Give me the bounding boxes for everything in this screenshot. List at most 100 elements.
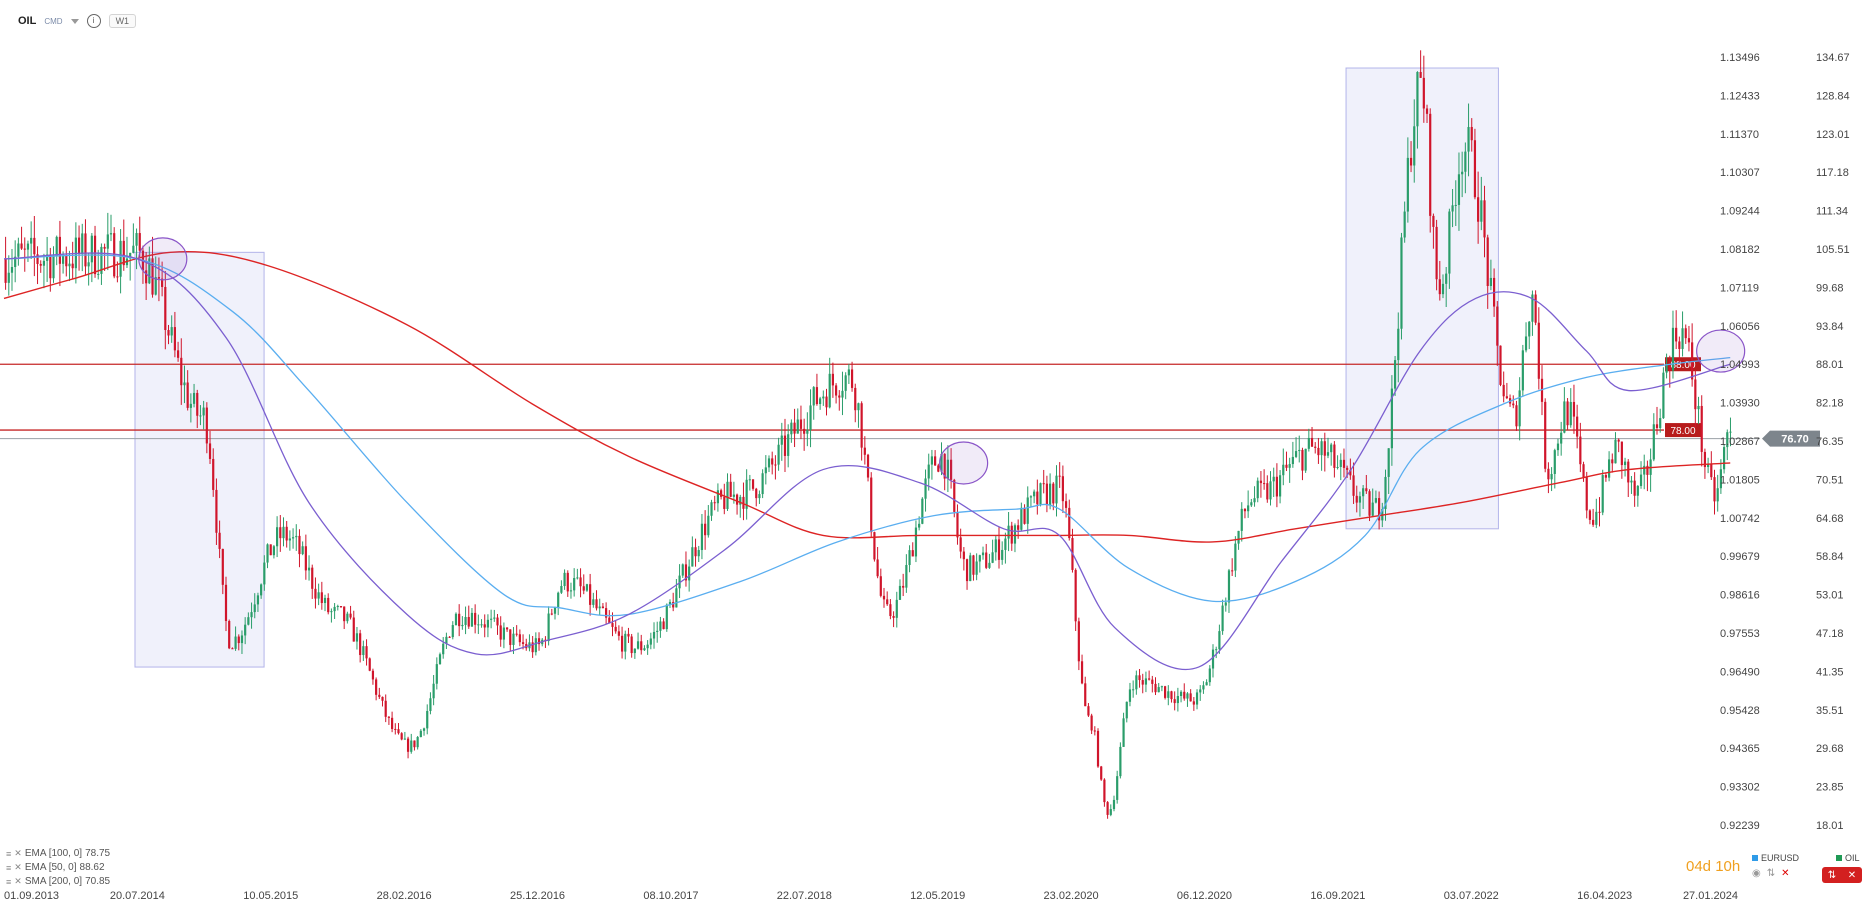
candle-body	[1116, 776, 1119, 800]
symbol-label[interactable]: OIL	[18, 15, 37, 27]
candle-body	[521, 642, 525, 644]
eye-icon[interactable]: ◉	[1752, 868, 1761, 879]
candle-body	[1160, 686, 1164, 688]
candle-body	[1298, 449, 1301, 452]
left-axis-tick: 1.01805	[1720, 474, 1760, 486]
candle-body	[71, 263, 74, 269]
candle-body	[1045, 483, 1049, 506]
candle-body	[231, 648, 234, 650]
candle-body	[1042, 483, 1045, 485]
close-icon[interactable]: ✕	[14, 862, 22, 872]
candle-body	[228, 620, 231, 649]
candle-body	[1419, 71, 1422, 78]
candle-body	[1339, 459, 1342, 467]
candle-body	[592, 599, 595, 605]
candle-body	[1390, 388, 1393, 449]
candle-body	[1352, 475, 1355, 496]
candle-body	[1489, 277, 1493, 286]
candle-body	[445, 636, 448, 644]
candle-body	[672, 601, 675, 608]
candle-body	[857, 403, 860, 411]
candle-body	[649, 638, 652, 645]
candle-body	[1058, 475, 1061, 477]
candle-body	[1425, 108, 1429, 114]
candle-body	[751, 479, 755, 489]
candle-body	[483, 624, 486, 628]
highlight-circle	[138, 237, 188, 281]
settings-icon[interactable]: ≡	[6, 848, 12, 859]
level-tag	[1665, 423, 1701, 438]
candle-body	[1090, 715, 1093, 731]
instrument-type-label: CMD	[44, 16, 63, 26]
candle-body	[426, 710, 429, 729]
candle-body	[886, 599, 889, 605]
candle-body	[1393, 360, 1397, 389]
candle-body	[1528, 321, 1531, 337]
candle-body	[991, 552, 994, 563]
candle-body	[1620, 441, 1623, 466]
candle-body	[937, 465, 940, 472]
candle-body	[1639, 474, 1643, 486]
right-axis-tick: 70.51	[1816, 474, 1844, 486]
candle-body	[301, 546, 304, 555]
candle-body	[1566, 401, 1569, 426]
candle-body	[1320, 441, 1323, 456]
timeframe-selector[interactable]: W1	[108, 14, 137, 28]
candle-body	[1438, 279, 1441, 295]
chevron-down-icon[interactable]	[70, 18, 79, 24]
candle-body	[352, 617, 355, 642]
indicator-ema100[interactable]: ≡ ✕ EMA [100, 0] 78.75	[6, 848, 110, 859]
candle-body	[1387, 448, 1390, 477]
candle-body	[46, 254, 49, 261]
candle-body	[1167, 691, 1170, 698]
candle-body	[10, 267, 14, 273]
candle-body	[65, 255, 68, 267]
candle-body	[633, 648, 636, 654]
settings-icon[interactable]: ≡	[6, 862, 12, 873]
close-icon[interactable]: ✕	[14, 876, 22, 886]
settings-icon[interactable]: ≡	[6, 876, 12, 887]
remove-series-button[interactable]: ⇅ ✕	[1822, 867, 1862, 883]
candle-body	[1301, 449, 1304, 471]
indicator-ema50[interactable]: ≡ ✕ EMA [50, 0] 88.62	[6, 862, 105, 873]
candle-body	[410, 740, 413, 752]
candle-body	[400, 733, 403, 740]
candle-body	[36, 254, 39, 264]
candle-body	[1694, 379, 1697, 410]
candle-body	[1691, 342, 1694, 380]
candle-body	[761, 473, 764, 495]
candle-body	[1643, 465, 1646, 475]
candle-body	[930, 456, 934, 465]
candle-body	[260, 584, 263, 596]
candle-body	[831, 373, 834, 386]
candle-body	[1668, 364, 1671, 371]
reorder-icon[interactable]: ⇅	[1766, 868, 1776, 879]
candle-body	[1601, 475, 1604, 513]
candle-body	[764, 467, 767, 474]
candle-body	[1486, 237, 1489, 286]
close-icon[interactable]: ✕	[14, 848, 22, 858]
candle-body	[723, 496, 726, 509]
info-icon[interactable]: i	[86, 14, 101, 28]
legend-eurusd[interactable]: EURUSD	[1752, 853, 1799, 863]
indicator-sma200[interactable]: ≡ ✕ SMA [200, 0] 70.85	[6, 876, 110, 887]
candle-body	[697, 550, 700, 557]
candle-body	[1163, 686, 1167, 698]
candle-body	[1294, 451, 1298, 457]
candle-body	[1151, 679, 1154, 684]
candle-body	[780, 435, 783, 445]
candle-body	[1617, 439, 1620, 442]
candle-body	[406, 738, 410, 752]
candle-body	[298, 535, 301, 555]
candle-body	[553, 607, 557, 614]
candle-body	[1633, 480, 1636, 496]
candle-body	[196, 392, 199, 416]
remove-icon[interactable]: ✕	[1781, 868, 1790, 879]
legend-oil[interactable]: OIL	[1836, 853, 1860, 863]
candle-body	[164, 286, 167, 330]
candle-body	[729, 481, 732, 497]
candle-body	[688, 566, 691, 581]
candle-body	[783, 435, 787, 456]
left-axis-tick: 1.13496	[1720, 52, 1760, 64]
